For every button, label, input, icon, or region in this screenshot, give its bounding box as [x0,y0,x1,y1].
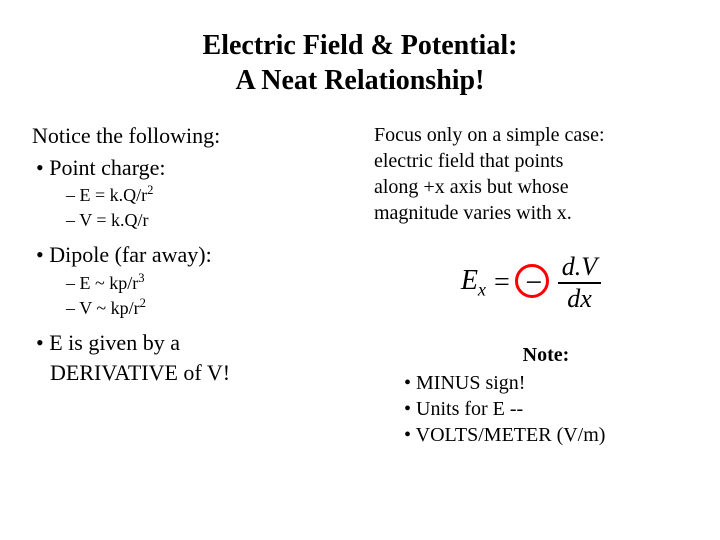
text-line: E is given by a [49,330,180,355]
bullet-dipole: Dipole (far away): [32,240,346,270]
eq-text: E ~ kp/r [80,273,139,293]
title-line-1: Electric Field & Potential: [32,28,688,63]
fraction-denominator: dx [563,284,596,312]
superscript: 3 [138,271,144,285]
right-column: Focus only on a simple case: electric fi… [374,122,688,448]
right-paragraph: Focus only on a simple case: electric fi… [374,122,688,226]
two-column-layout: Notice the following: Point charge: E = … [32,122,688,448]
sub-bullet-E-dipole: E ~ kp/r3 [32,270,346,295]
fraction-numerator: d.V [558,254,601,284]
eq-E-letter: E [461,265,478,296]
superscript: 2 [140,296,146,310]
eq-equals: = [494,267,510,299]
equation-Ex: Ex = − d.V dx [461,254,601,312]
title-line-2: A Neat Relationship! [32,63,688,98]
text-line: DERIVATIVE of V! [50,360,230,385]
sub-bullet-E-point: E = k.Q/r2 [32,182,346,207]
left-column: Notice the following: Point charge: E = … [32,122,346,448]
eq-subscript: x [478,280,486,300]
slide-title: Electric Field & Potential: A Neat Relat… [32,28,688,98]
note-bullet: Units for E -- [404,396,688,422]
circle-icon [515,264,549,298]
superscript: 2 [147,183,153,197]
para-line: Focus only on a simple case: [374,122,688,148]
left-intro: Notice the following: [32,122,346,151]
equation-container: Ex = − d.V dx [374,254,688,312]
eq-minus-circled: − [518,267,550,299]
note-block: Note: MINUS sign! Units for E -- VOLTS/M… [374,342,688,448]
eq-E: Ex [461,265,486,301]
para-line: magnitude varies with x. [374,200,688,226]
eq-text: E = k.Q/r [80,185,148,205]
eq-text: V ~ kp/r [79,298,139,318]
note-heading: Note: [404,342,688,368]
bullet-point-charge: Point charge: [32,153,346,183]
sub-bullet-V-dipole: V ~ kp/r2 [32,295,346,320]
sub-bullet-V-point: V = k.Q/r [32,208,346,232]
para-line: along +x axis but whose [374,174,688,200]
eq-fraction: d.V dx [558,254,601,312]
note-bullet: VOLTS/METER (V/m) [404,422,688,448]
para-line: electric field that points [374,148,688,174]
bullet-derivative: E is given by a DERIVATIVE of V! [32,328,346,387]
note-bullet: MINUS sign! [404,370,688,396]
